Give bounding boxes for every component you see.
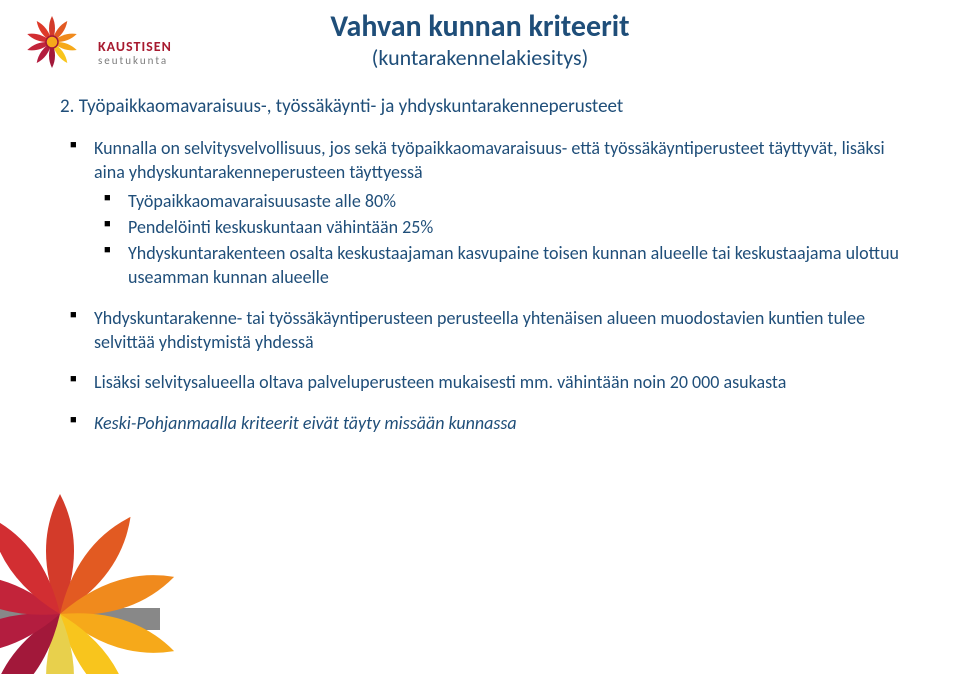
- list-item-text: Yhdyskuntarakenne- tai työssäkäyntiperus…: [94, 307, 865, 353]
- page-title: Vahvan kunnan kriteerit: [0, 10, 960, 45]
- bullet-list: Kunnalla on selvitysvelvollisuus, jos se…: [60, 136, 900, 435]
- list-item: Kunnalla on selvitysvelvollisuus, jos se…: [94, 136, 900, 290]
- list-item: Työpaikkaomavaraisuusaste alle 80%: [128, 189, 900, 213]
- list-item: Yhdyskuntarakenteen osalta keskustaajama…: [128, 241, 900, 290]
- list-item: Yhdyskuntarakenne- tai työssäkäyntiperus…: [94, 306, 900, 355]
- list-item-text: Lisäksi selvitysalueella oltava palvelup…: [94, 371, 786, 393]
- title-block: Vahvan kunnan kriteerit (kuntarakennelak…: [0, 10, 960, 71]
- sub-list: Työpaikkaomavaraisuusaste alle 80%Pendel…: [94, 189, 900, 290]
- page-subtitle: (kuntarakennelakiesitys): [0, 45, 960, 71]
- slide: KAUSTISEN seutukunta Vahvan kunnan krite…: [0, 0, 960, 674]
- list-item: Pendelöinti keskuskuntaan vähintään 25%: [128, 215, 900, 239]
- body-content: 2. Työpaikkaomavaraisuus-, työssäkäynti-…: [60, 95, 900, 451]
- list-item-text: Kunnalla on selvitysvelvollisuus, jos se…: [94, 137, 885, 183]
- list-item-text: Keski-Pohjanmaalla kriteerit eivät täyty…: [94, 412, 517, 434]
- footer-bar: WWW.KASE.FI: [0, 608, 160, 630]
- list-item: Keski-Pohjanmaalla kriteerit eivät täyty…: [94, 411, 900, 435]
- footer-url: WWW.KASE.FI: [18, 613, 90, 626]
- corner-flower-icon: [0, 484, 190, 674]
- section-heading: 2. Työpaikkaomavaraisuus-, työssäkäynti-…: [60, 95, 900, 118]
- list-item: Lisäksi selvitysalueella oltava palvelup…: [94, 370, 900, 394]
